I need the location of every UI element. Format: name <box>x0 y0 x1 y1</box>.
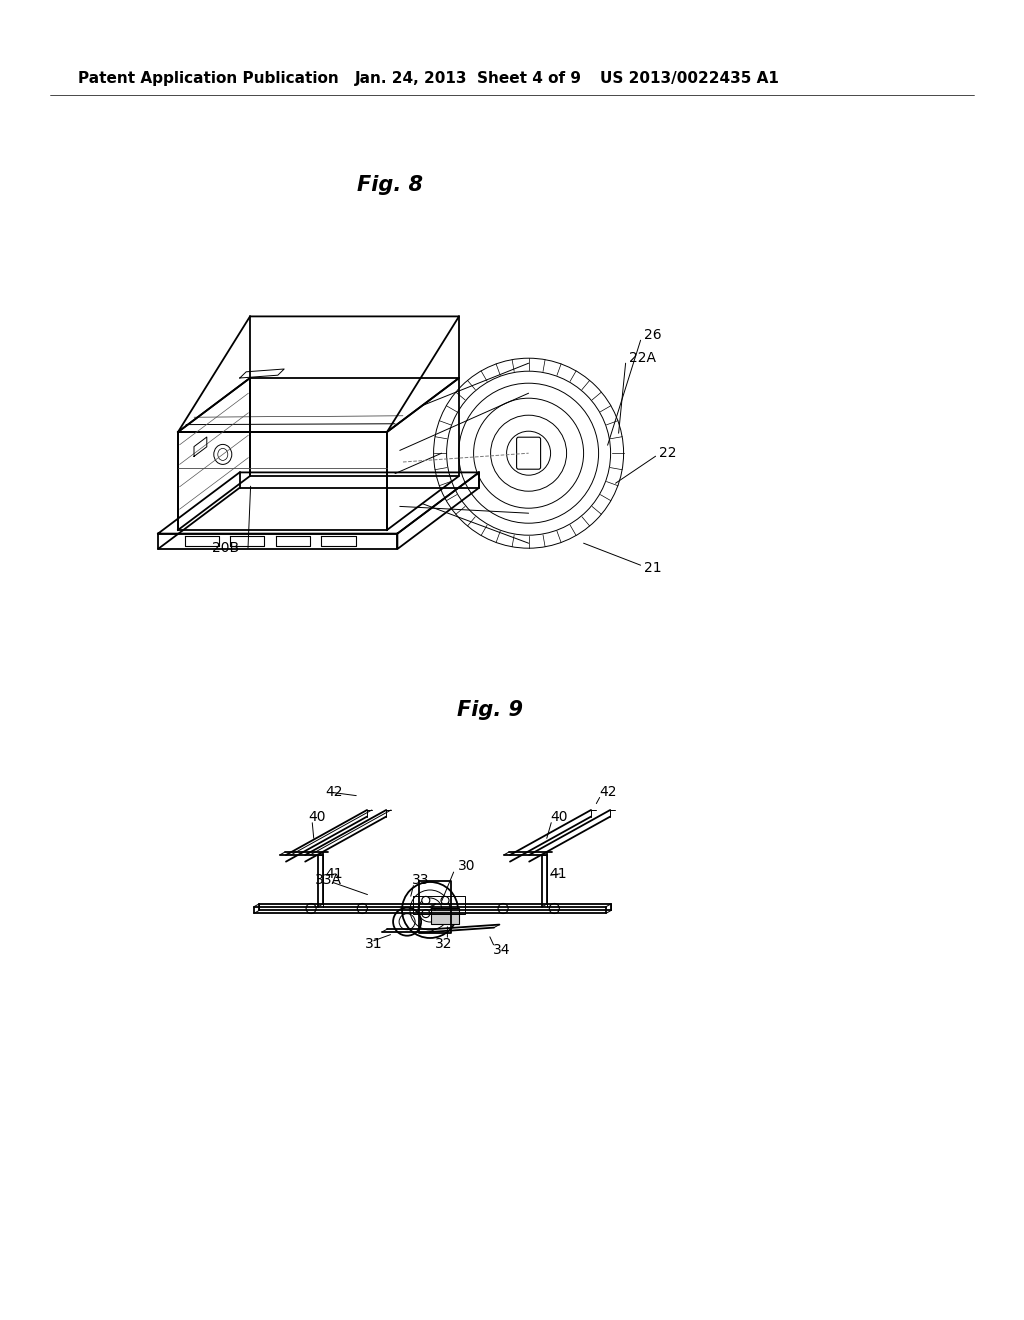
Text: 42: 42 <box>325 785 342 799</box>
Text: 40: 40 <box>550 810 567 824</box>
Text: 22: 22 <box>658 446 676 461</box>
Circle shape <box>422 896 430 904</box>
Text: 34: 34 <box>493 944 510 957</box>
Circle shape <box>549 903 559 913</box>
Circle shape <box>357 903 368 913</box>
Circle shape <box>441 896 449 904</box>
FancyBboxPatch shape <box>516 437 541 469</box>
Text: 26: 26 <box>644 329 662 342</box>
Text: 41: 41 <box>326 866 343 880</box>
Text: 21: 21 <box>644 561 662 576</box>
Text: 20B: 20B <box>212 541 240 554</box>
Text: 42: 42 <box>599 785 616 799</box>
Circle shape <box>306 903 316 913</box>
Text: 32: 32 <box>435 937 453 950</box>
Text: 31: 31 <box>366 937 383 950</box>
Text: 33: 33 <box>412 873 430 887</box>
Text: 22A: 22A <box>629 351 655 366</box>
Text: 40: 40 <box>308 810 326 824</box>
Text: Fig. 8: Fig. 8 <box>357 176 423 195</box>
FancyBboxPatch shape <box>431 908 460 924</box>
Text: US 2013/0022435 A1: US 2013/0022435 A1 <box>600 70 779 86</box>
Circle shape <box>441 909 449 917</box>
Text: 30: 30 <box>458 859 475 874</box>
Text: 33A: 33A <box>315 873 342 887</box>
Circle shape <box>422 909 430 917</box>
Text: 41: 41 <box>550 866 567 880</box>
Text: Fig. 9: Fig. 9 <box>457 700 523 719</box>
Text: Patent Application Publication: Patent Application Publication <box>78 70 339 86</box>
Text: Jan. 24, 2013  Sheet 4 of 9: Jan. 24, 2013 Sheet 4 of 9 <box>355 70 582 86</box>
Circle shape <box>498 903 508 913</box>
